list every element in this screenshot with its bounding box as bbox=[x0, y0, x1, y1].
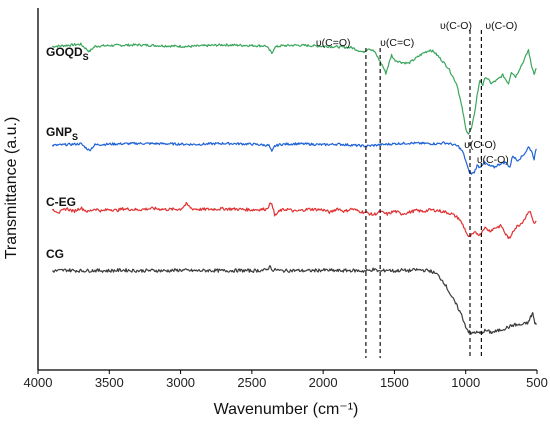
x-tick-label: 1500 bbox=[380, 375, 409, 390]
peak-annotation: υ(C-O) bbox=[464, 139, 496, 151]
x-tick-label: 1000 bbox=[451, 375, 480, 390]
series-label: C-EG bbox=[46, 195, 76, 209]
labels: υ(C=O) υ(C=C) υ(C-O) υ(C-O) υ(C-O) υ(C-O) GOQD… bbox=[46, 20, 517, 358]
x-axis-title: Wavenumber (cm⁻¹) bbox=[214, 401, 359, 418]
peak-annotation: υ(C=C) bbox=[380, 37, 414, 49]
series-label: CG bbox=[46, 247, 64, 261]
x-tick-label: 3000 bbox=[166, 375, 195, 390]
plot-lines bbox=[51, 42, 537, 335]
x-tick-label: 4000 bbox=[24, 375, 53, 390]
series-label: GOQDS bbox=[46, 45, 89, 62]
peak-annotation: υ(C-O) bbox=[440, 20, 472, 32]
x-tick-label: 2000 bbox=[309, 375, 338, 390]
series-line-goqds bbox=[52, 42, 537, 135]
peak-annotation: υ(C-O) bbox=[477, 154, 509, 166]
x-tick-label: 2500 bbox=[237, 375, 266, 390]
series-line-c-eg bbox=[51, 202, 537, 240]
peak-annotation: υ(C=O) bbox=[316, 37, 351, 49]
x-tick-label: 500 bbox=[526, 375, 548, 390]
x-tick-label: 3500 bbox=[95, 375, 124, 390]
peak-annotation: υ(C-O) bbox=[485, 20, 517, 32]
y-axis-title: Transmittance (a.u.) bbox=[3, 117, 20, 260]
series-line-cg bbox=[52, 265, 537, 335]
axes: 4000 3500 3000 2500 2000 1500 1000 500 bbox=[24, 8, 548, 390]
series-label: GNPS bbox=[46, 125, 78, 142]
series-line-gnps bbox=[51, 141, 537, 175]
